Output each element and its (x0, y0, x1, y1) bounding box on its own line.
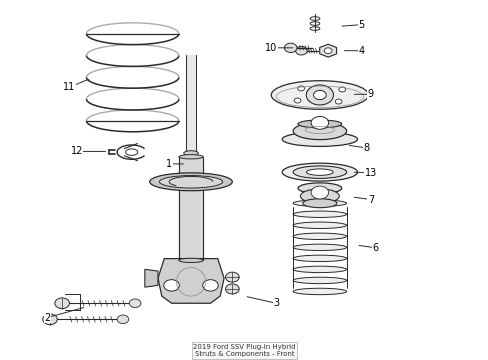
Ellipse shape (292, 255, 346, 262)
Text: 9: 9 (367, 89, 373, 99)
Ellipse shape (297, 183, 341, 194)
Circle shape (42, 314, 57, 325)
Circle shape (163, 280, 179, 291)
Circle shape (117, 315, 128, 324)
Text: 6: 6 (372, 243, 378, 253)
Polygon shape (319, 44, 336, 57)
Text: 4: 4 (357, 46, 364, 56)
Text: 10: 10 (264, 43, 277, 53)
Ellipse shape (297, 120, 341, 128)
Circle shape (55, 298, 69, 309)
Text: 12: 12 (70, 147, 83, 157)
Ellipse shape (179, 155, 203, 159)
Ellipse shape (306, 169, 332, 175)
Text: 2: 2 (44, 312, 51, 323)
Ellipse shape (300, 189, 339, 203)
Circle shape (129, 299, 141, 307)
Circle shape (202, 280, 218, 291)
Ellipse shape (292, 200, 346, 206)
Ellipse shape (292, 277, 346, 284)
Text: 5: 5 (357, 19, 364, 30)
Ellipse shape (282, 163, 357, 181)
Circle shape (310, 186, 328, 199)
Ellipse shape (292, 244, 346, 251)
Circle shape (310, 116, 328, 129)
Ellipse shape (292, 233, 346, 239)
Ellipse shape (183, 151, 198, 156)
Circle shape (293, 98, 300, 103)
Text: 2019 Ford SSV Plug-In Hybrid
Struts & Components - Front: 2019 Ford SSV Plug-In Hybrid Struts & Co… (193, 344, 295, 357)
Circle shape (297, 86, 304, 91)
Polygon shape (158, 258, 224, 303)
Text: 11: 11 (63, 82, 76, 92)
Ellipse shape (292, 166, 346, 179)
Circle shape (295, 46, 306, 55)
Circle shape (225, 284, 239, 294)
Text: 8: 8 (362, 143, 368, 153)
Circle shape (305, 85, 333, 105)
Circle shape (225, 272, 239, 282)
Ellipse shape (179, 258, 203, 262)
Ellipse shape (292, 288, 346, 295)
Ellipse shape (282, 132, 357, 147)
Ellipse shape (302, 199, 336, 208)
Ellipse shape (159, 176, 222, 188)
Ellipse shape (292, 122, 346, 140)
Ellipse shape (292, 222, 346, 229)
Circle shape (313, 90, 325, 100)
Text: 13: 13 (364, 168, 376, 178)
Text: 3: 3 (272, 298, 279, 308)
Circle shape (284, 43, 296, 53)
Ellipse shape (271, 81, 368, 109)
Circle shape (335, 99, 341, 104)
Text: 7: 7 (367, 195, 373, 204)
Polygon shape (144, 269, 158, 287)
Ellipse shape (292, 211, 346, 217)
Ellipse shape (149, 173, 232, 191)
Ellipse shape (292, 266, 346, 273)
Circle shape (338, 87, 345, 92)
Circle shape (324, 48, 331, 54)
Text: 1: 1 (166, 159, 172, 169)
